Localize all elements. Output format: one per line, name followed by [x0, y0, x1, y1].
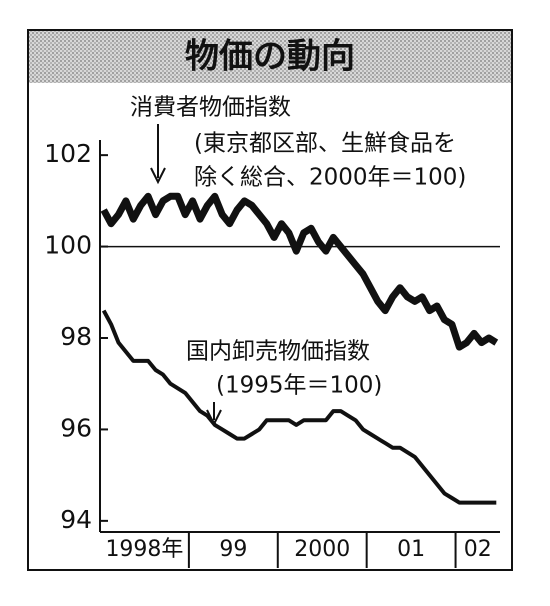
x-tick-label: 2000 [294, 537, 350, 562]
chart-title: 物価の動向 [185, 37, 355, 77]
series-label: 国内卸売物価指数 [186, 339, 370, 365]
y-tick-label: 98 [60, 322, 92, 351]
series-label: 消費者物価指数 [130, 95, 291, 121]
x-tick-label: 99 [219, 537, 247, 562]
title-band [29, 31, 511, 83]
annotation: 除く総合、2000年＝100) [194, 165, 466, 191]
annotation: (1995年＝100) [216, 373, 382, 399]
y-tick-label: 102 [44, 139, 92, 168]
series-line [100, 192, 499, 351]
y-tick-label: 94 [60, 505, 92, 534]
series-line [101, 309, 497, 505]
x-tick-label: 01 [397, 537, 425, 562]
annotation: (東京都区部、生鮮食品を [194, 131, 456, 157]
x-tick-label: 1998年 [105, 537, 183, 562]
arrow [150, 124, 166, 185]
x-tick-label: 02 [464, 537, 492, 562]
y-tick-label: 96 [60, 413, 92, 442]
y-tick-label: 100 [44, 231, 92, 260]
